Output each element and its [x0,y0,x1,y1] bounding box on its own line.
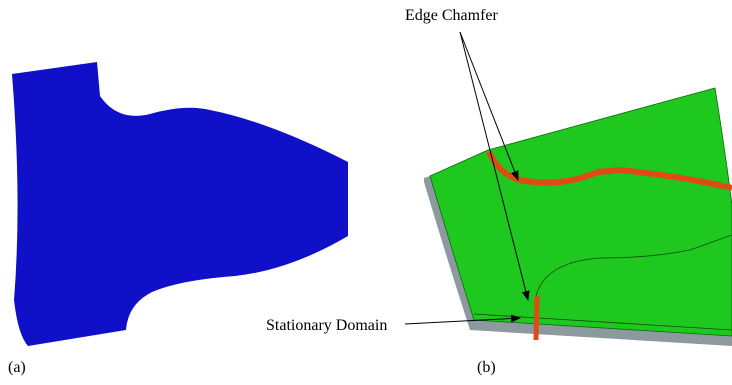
edge-chamfer [536,296,537,340]
panel-label: (a) [8,359,26,376]
label: Edge Chamfer [405,7,499,24]
figure: Edge Chamfer Stationary Domain (a) (b) [0,0,732,385]
label: Stationary Domain [266,317,387,334]
panel-label: (b) [477,359,496,376]
green-plate [430,88,732,336]
blue-part [12,62,348,346]
